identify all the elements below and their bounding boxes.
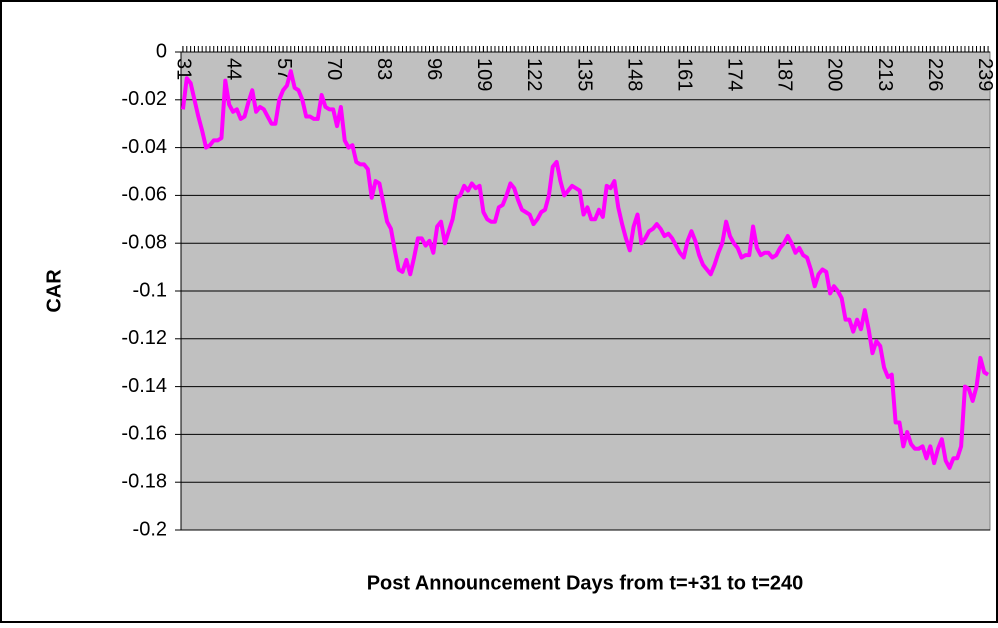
y-tick-label: -0.06 bbox=[121, 184, 167, 206]
x-tick-label: 83 bbox=[373, 58, 395, 80]
y-tick-label: -0.1 bbox=[133, 279, 167, 301]
x-tick-label: 187 bbox=[774, 58, 796, 91]
y-tick-label: -0.18 bbox=[121, 470, 167, 492]
y-tick-label: -0.02 bbox=[121, 88, 167, 110]
y-tick-label: -0.04 bbox=[121, 136, 167, 158]
x-tick-label: 213 bbox=[874, 58, 896, 91]
x-tick-label: 122 bbox=[523, 58, 545, 91]
data-line bbox=[180, 69, 990, 470]
y-tick-label: -0.2 bbox=[133, 518, 167, 540]
x-tick-label: 239 bbox=[974, 58, 996, 91]
x-tick-label: 109 bbox=[473, 58, 495, 91]
x-tick-label: 226 bbox=[924, 58, 946, 91]
plot-area: 0 -0.02 -0.04 -0.06 -0.08 -0.1 -0.12 -0.14 -0.16… bbox=[121, 40, 996, 540]
x-axis-title: Post Announcement Days from t=+31 to t=2… bbox=[367, 572, 804, 594]
x-tick-label: 148 bbox=[623, 58, 645, 91]
x-tick-label: 96 bbox=[423, 58, 445, 80]
x-tick-label: 161 bbox=[673, 58, 695, 91]
x-tick-label: 135 bbox=[573, 58, 595, 91]
y-tick-label: -0.16 bbox=[121, 423, 167, 445]
x-tick-label: 174 bbox=[724, 58, 746, 91]
x-tick-label: 44 bbox=[223, 58, 245, 80]
x-tick-label: 200 bbox=[824, 58, 846, 91]
x-tick-label: 31 bbox=[173, 58, 195, 80]
y-tick-label: 0 bbox=[156, 40, 167, 62]
y-tick-label: -0.08 bbox=[121, 231, 167, 253]
x-tick-label: 70 bbox=[323, 58, 345, 80]
y-axis-title: CAR bbox=[43, 269, 65, 313]
y-tick-label: -0.12 bbox=[121, 327, 167, 349]
y-tick-label: -0.14 bbox=[121, 375, 167, 397]
